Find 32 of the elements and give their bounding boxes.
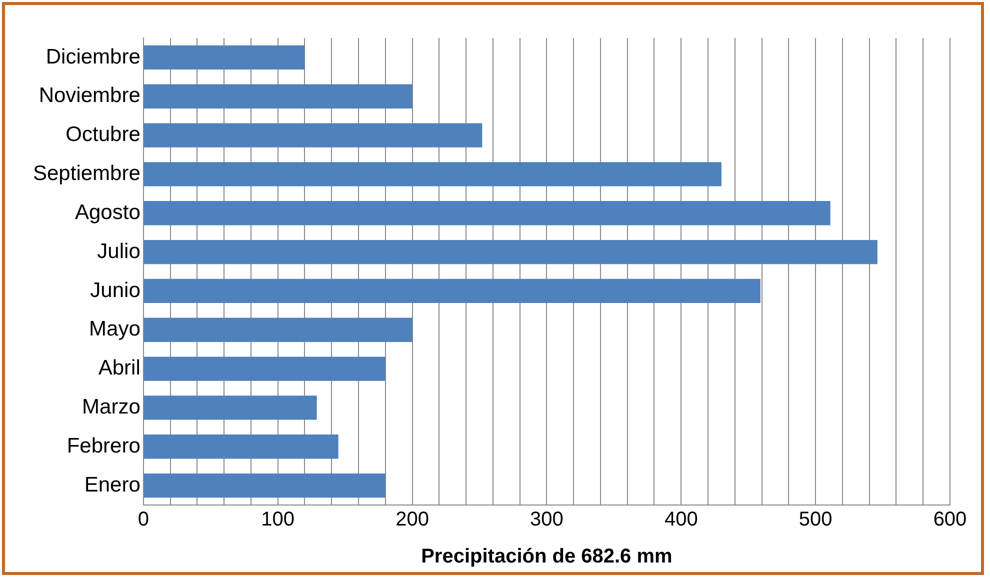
x-tick-label: 0	[138, 508, 149, 531]
x-tick-label: 300	[530, 508, 564, 531]
bar	[144, 162, 722, 186]
x-tick-label: 500	[798, 508, 832, 531]
bar	[144, 356, 386, 381]
x-tick-label: 200	[396, 508, 429, 531]
bar	[144, 396, 317, 420]
y-tick-label: Octubre	[66, 123, 140, 146]
y-tick-label: Septiembre	[33, 162, 140, 186]
y-tick-label: Marzo	[82, 396, 140, 419]
y-tick-label: Febrero	[66, 434, 140, 458]
y-tick-label: Junio	[90, 278, 140, 302]
x-axis-title: Precipitación de 682.6 mm	[421, 546, 672, 568]
y-tick-label: Enero	[84, 473, 140, 496]
bar	[144, 45, 305, 70]
x-tick-label: 600	[933, 508, 967, 531]
bar	[144, 201, 830, 226]
x-tick-label: 100	[261, 508, 295, 531]
bar	[144, 434, 338, 459]
y-tick-label: Diciembre	[46, 45, 140, 68]
bar	[144, 240, 878, 264]
bar	[144, 318, 412, 342]
y-tick-label: Mayo	[89, 318, 140, 341]
bar	[144, 473, 386, 498]
y-tick-label: Noviembre	[38, 84, 140, 108]
bar	[144, 84, 412, 108]
y-tick-label: Agosto	[75, 200, 140, 224]
bar	[144, 123, 482, 148]
x-tick-label: 400	[664, 508, 698, 531]
y-tick-label: Abril	[98, 356, 140, 380]
y-tick-label: Julio	[97, 240, 140, 263]
bar	[144, 278, 760, 304]
